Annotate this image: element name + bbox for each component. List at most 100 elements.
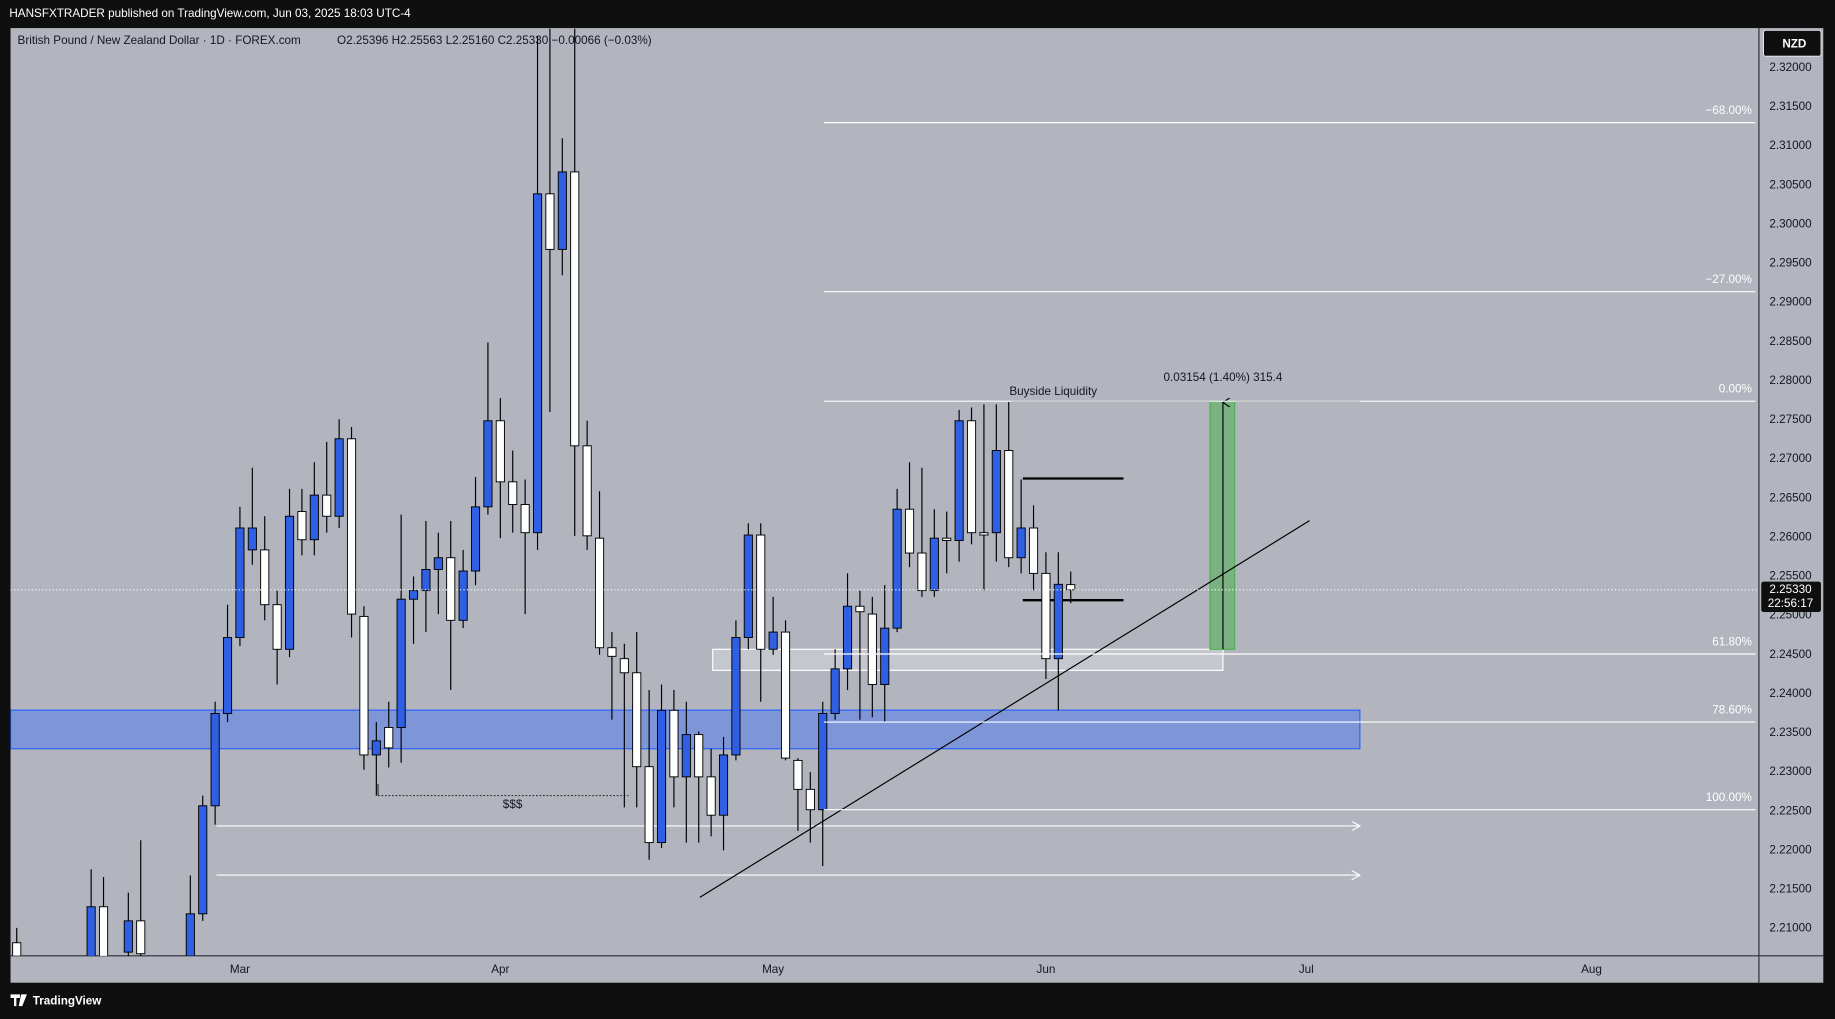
fib-label: 100.00% <box>1706 791 1752 804</box>
candle-body <box>297 511 307 541</box>
candle-body <box>694 734 704 778</box>
candle-body <box>991 450 1001 534</box>
candle-body <box>756 534 766 650</box>
y-tick-label: 2.32000 <box>1769 61 1812 74</box>
candle-body <box>570 171 580 447</box>
y-tick-label: 2.29500 <box>1769 257 1812 270</box>
candle-body <box>483 420 493 508</box>
plot-area <box>10 28 1759 956</box>
candle-body <box>322 494 332 517</box>
candle-body <box>607 647 617 657</box>
candle-body <box>1066 584 1076 591</box>
fib-label: −68.00% <box>1705 104 1751 117</box>
candle-body <box>396 598 406 729</box>
candle-body <box>731 637 741 756</box>
candle-body <box>359 615 369 756</box>
y-tick-label: 2.21000 <box>1769 922 1812 935</box>
candle-body <box>520 504 530 534</box>
candle-body <box>942 537 952 541</box>
candle-body <box>780 631 791 759</box>
y-tick-label: 2.23000 <box>1769 765 1812 778</box>
candle-body <box>371 740 381 756</box>
x-tick-label: Mar <box>230 963 250 976</box>
axes: 2.21000 2.21500 2.22000 2.22500 2.23000 2.235… <box>230 61 1821 976</box>
candle-body <box>136 920 146 955</box>
y-tick-label: 2.24500 <box>1769 648 1812 661</box>
candle-body <box>247 527 257 551</box>
x-tick-label: Jun <box>1037 963 1056 976</box>
candle-body <box>842 605 853 670</box>
candle-body <box>123 920 133 953</box>
y-tick-label: 2.31000 <box>1769 139 1812 152</box>
candle-body <box>1041 572 1051 660</box>
candle-body <box>235 527 245 639</box>
publisher: HANSFXTRADER published on TradingView.co… <box>9 7 411 20</box>
currency[interactable]: NZD <box>1782 38 1806 51</box>
candle-body <box>644 766 654 844</box>
candle-body <box>86 906 96 956</box>
fib-label: −27.00% <box>1705 273 1751 286</box>
candle-body <box>1004 450 1014 559</box>
brand: TradingView <box>33 995 103 1008</box>
y-tick-label: 2.22000 <box>1769 844 1812 857</box>
candle-body <box>508 481 518 505</box>
countdown: 22:56:17 <box>1768 597 1814 610</box>
candle-body <box>557 171 567 250</box>
candle-body <box>421 568 431 592</box>
candle-body <box>582 445 592 537</box>
fib-label: 0.00% <box>1719 383 1752 396</box>
trend-line <box>699 520 1310 898</box>
last-price-label: 2.25330 <box>1769 583 1812 596</box>
candle-body <box>408 590 419 600</box>
y-tick-label: 2.21500 <box>1769 883 1812 896</box>
candle-body <box>384 727 394 749</box>
ohlc-values: O2.25396 H2.25563 L2.25160 C2.25330 −0.0… <box>337 34 652 47</box>
candle-body <box>98 906 109 956</box>
last-price-box <box>1761 581 1821 613</box>
candle-body <box>334 438 344 517</box>
candle-body <box>768 631 778 650</box>
candle-body <box>966 420 977 534</box>
candle-body <box>198 805 208 915</box>
candle-body <box>892 508 902 629</box>
candle-body <box>272 604 282 650</box>
candle-body <box>867 613 877 685</box>
candle-body <box>793 759 803 790</box>
y-tick-label: 2.30000 <box>1769 217 1812 230</box>
candle-body <box>917 552 927 592</box>
currency-box[interactable] <box>1763 30 1822 57</box>
candle-body <box>446 557 456 621</box>
candle-body <box>929 537 939 592</box>
y-tick-label: 2.26500 <box>1769 491 1812 504</box>
candle-body <box>222 637 233 714</box>
candle-body <box>904 508 915 554</box>
x-tick-label: Jul <box>1299 963 1314 976</box>
x-tick-label: Apr <box>491 963 509 976</box>
y-tick-label: 2.25500 <box>1769 570 1812 583</box>
candle-body <box>594 537 605 649</box>
candle-body <box>1053 583 1063 660</box>
brand-logo <box>10 994 27 1007</box>
candles <box>12 28 1076 956</box>
candle-body <box>805 788 815 811</box>
candle-body <box>718 754 729 816</box>
y-tick-label: 2.22500 <box>1769 804 1812 817</box>
candle-body <box>210 712 220 807</box>
candle-body <box>260 549 270 606</box>
candle-body <box>855 605 865 613</box>
candle-body <box>979 532 989 536</box>
fib-label: 78.60% <box>1712 703 1752 716</box>
candle-body <box>284 515 295 650</box>
candle-body <box>458 570 468 621</box>
candle-body <box>743 534 753 639</box>
y-tick-label: 2.27500 <box>1769 413 1812 426</box>
candle-body <box>470 506 481 572</box>
candle-body <box>185 913 195 956</box>
y-tick-label: 2.30500 <box>1769 178 1812 191</box>
symbol-title: British Pound / New Zealand Dollar · 1D … <box>18 34 301 47</box>
fib-label: 61.80% <box>1712 635 1752 648</box>
x-tick-label: Aug <box>1581 963 1602 976</box>
candle-body <box>706 776 716 816</box>
